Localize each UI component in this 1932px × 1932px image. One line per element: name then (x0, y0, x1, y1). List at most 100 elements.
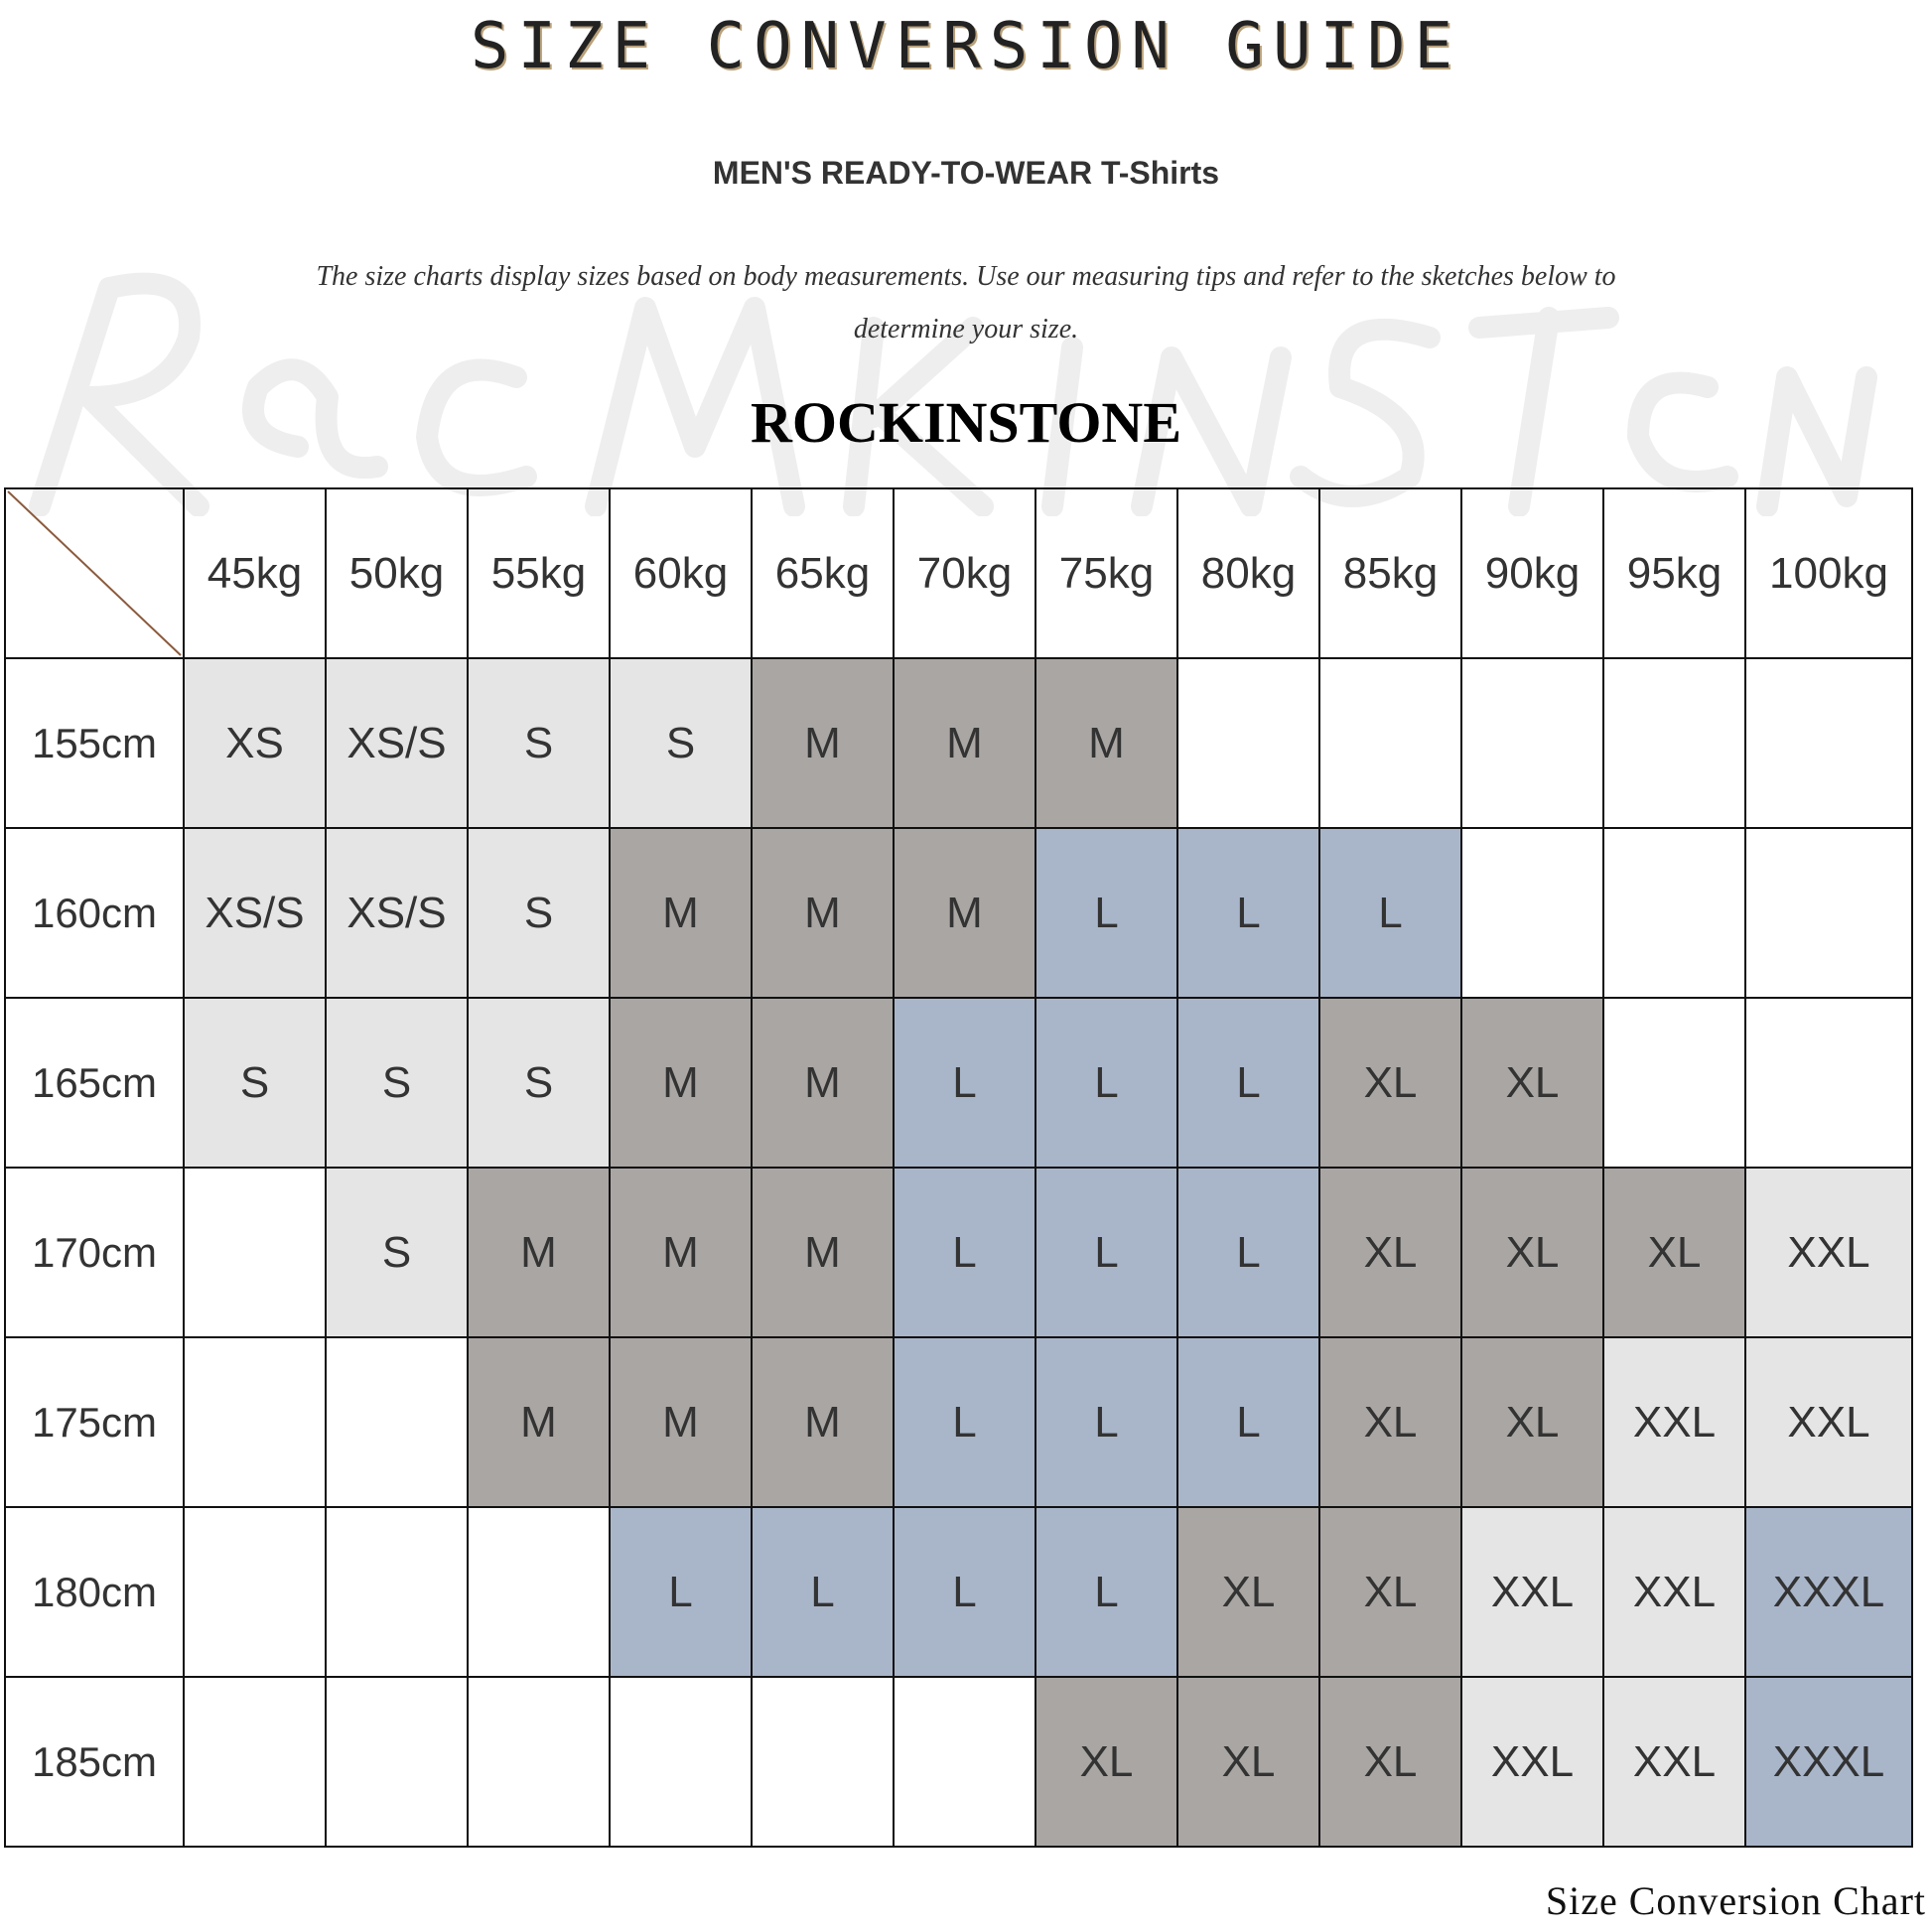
size-cell: XXL (1744, 1336, 1913, 1508)
size-cell: XL (1176, 1676, 1320, 1848)
size-cell: M (609, 1336, 753, 1508)
size-cell: M (751, 1167, 895, 1338)
size-cell (183, 1676, 327, 1848)
size-cell: XL (1318, 1506, 1462, 1678)
size-cell: L (893, 1506, 1036, 1678)
size-cell (325, 1506, 469, 1678)
size-cell: L (1035, 827, 1178, 999)
size-cell: M (751, 657, 895, 829)
height-header: 160cm (4, 827, 185, 999)
table-row: 170cm S M M M L L L XL XL XL XXL (4, 1167, 1913, 1338)
size-cell: M (609, 997, 753, 1169)
size-cell: XXL (1460, 1506, 1604, 1678)
size-cell: XXL (1744, 1167, 1913, 1338)
size-cell (325, 1676, 469, 1848)
height-header: 165cm (4, 997, 185, 1169)
size-cell: XL (1460, 997, 1604, 1169)
size-cell: M (893, 827, 1036, 999)
table-row: 165cm S S S M M L L L XL XL (4, 997, 1913, 1169)
table-row: 160cm XS/S XS/S S M M M L L L (4, 827, 1913, 999)
size-cell: L (1176, 827, 1320, 999)
size-cell: M (751, 1336, 895, 1508)
size-cell (183, 1167, 327, 1338)
brand-name: ROCKINSTONE (750, 390, 1182, 455)
size-cell: S (325, 997, 469, 1169)
size-cell: L (893, 1336, 1036, 1508)
size-cell (1602, 997, 1746, 1169)
size-cell (1744, 657, 1913, 829)
size-cell: XS/S (325, 657, 469, 829)
size-cell: L (893, 1167, 1036, 1338)
size-cell: S (467, 657, 611, 829)
size-cell (751, 1676, 895, 1848)
weight-header: 100kg (1744, 487, 1913, 659)
subtitle: MEN'S READY-TO-WEAR T-Shirts (712, 155, 1220, 191)
size-cell (893, 1676, 1036, 1848)
size-cell (325, 1336, 469, 1508)
size-cell: M (751, 997, 895, 1169)
size-cell: S (609, 657, 753, 829)
size-cell: XL (1318, 1336, 1462, 1508)
weight-header: 80kg (1176, 487, 1320, 659)
size-cell: XL (1176, 1506, 1320, 1678)
size-table: 45kg 50kg 55kg 60kg 65kg 70kg 75kg 80kg 85kg 90kg… (4, 487, 1913, 1848)
weight-header: 85kg (1318, 487, 1462, 659)
size-cell: L (1176, 997, 1320, 1169)
size-cell (467, 1676, 611, 1848)
size-cell: XL (1318, 1167, 1462, 1338)
size-cell: XXL (1602, 1676, 1746, 1848)
size-cell (1744, 997, 1913, 1169)
height-header: 155cm (4, 657, 185, 829)
size-cell: L (751, 1506, 895, 1678)
size-cell: M (751, 827, 895, 999)
header-row: 45kg 50kg 55kg 60kg 65kg 70kg 75kg 80kg 85kg 90kg… (4, 487, 1913, 659)
size-cell: XL (1318, 1676, 1462, 1848)
table-row: 155cm XS XS/S S S M M M (4, 657, 1913, 829)
size-cell (1460, 657, 1604, 829)
size-cell: L (1035, 1336, 1178, 1508)
size-cell: XXL (1602, 1336, 1746, 1508)
size-cell: L (609, 1506, 753, 1678)
size-cell: L (1176, 1336, 1320, 1508)
size-cell (1744, 827, 1913, 999)
weight-header: 65kg (751, 487, 895, 659)
size-cell: S (467, 997, 611, 1169)
size-cell: L (893, 997, 1036, 1169)
size-cell (1460, 827, 1604, 999)
size-cell: XXXL (1744, 1676, 1913, 1848)
weight-header: 60kg (609, 487, 753, 659)
size-cell: L (1035, 1506, 1178, 1678)
size-cell: XL (1460, 1167, 1604, 1338)
size-cell: L (1176, 1167, 1320, 1338)
size-cell (1318, 657, 1462, 829)
size-cell: XL (1318, 997, 1462, 1169)
size-cell: M (467, 1167, 611, 1338)
size-cell: XL (1460, 1336, 1604, 1508)
weight-header: 70kg (893, 487, 1036, 659)
page-title: SIZE CONVERSION GUIDE (470, 10, 1462, 83)
size-cell: S (325, 1167, 469, 1338)
size-cell: XS/S (325, 827, 469, 999)
size-cell: L (1035, 997, 1178, 1169)
size-cell (467, 1506, 611, 1678)
size-cell: XL (1602, 1167, 1746, 1338)
size-cell: M (467, 1336, 611, 1508)
size-cell (183, 1506, 327, 1678)
size-cell: L (1035, 1167, 1178, 1338)
height-header: 185cm (4, 1676, 185, 1848)
size-cell: XXL (1602, 1506, 1746, 1678)
size-cell: XXXL (1744, 1506, 1913, 1678)
size-cell (609, 1676, 753, 1848)
size-cell: XS (183, 657, 327, 829)
corner-cell (4, 487, 185, 659)
size-cell: XL (1035, 1676, 1178, 1848)
size-cell: M (609, 827, 753, 999)
weight-header: 50kg (325, 487, 469, 659)
height-header: 170cm (4, 1167, 185, 1338)
weight-header: 55kg (467, 487, 611, 659)
height-header: 180cm (4, 1506, 185, 1678)
size-cell (183, 1336, 327, 1508)
weight-header: 45kg (183, 487, 327, 659)
size-cell (1602, 827, 1746, 999)
weight-header: 90kg (1460, 487, 1604, 659)
